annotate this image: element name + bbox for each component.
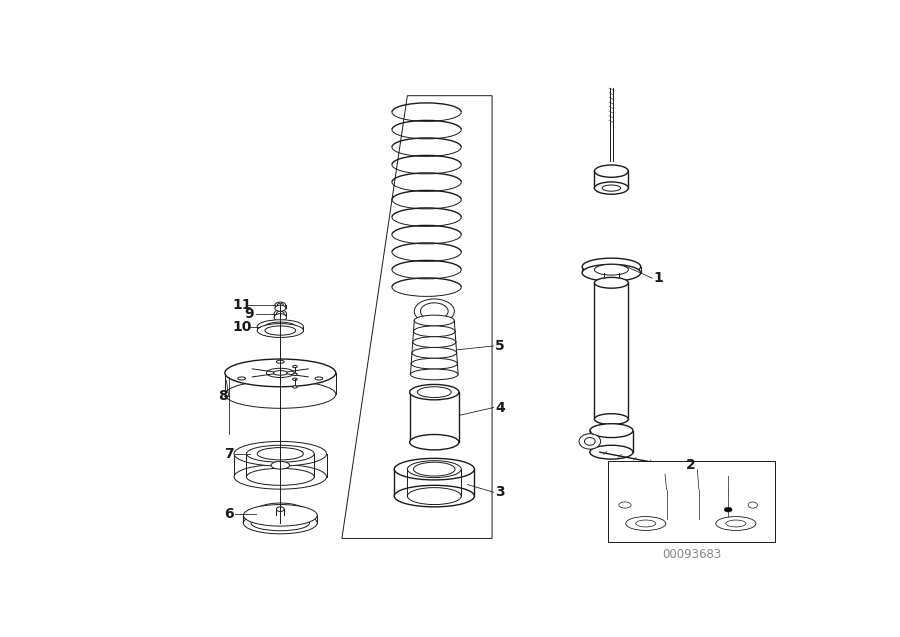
Text: 00093683: 00093683 [662, 548, 721, 561]
Text: 11: 11 [232, 298, 252, 312]
Ellipse shape [292, 378, 297, 380]
Text: 1: 1 [653, 271, 663, 285]
Ellipse shape [619, 502, 631, 508]
Ellipse shape [276, 311, 284, 316]
Ellipse shape [234, 441, 327, 466]
Ellipse shape [247, 468, 314, 485]
Text: 3: 3 [495, 485, 505, 499]
Ellipse shape [292, 386, 297, 388]
Text: 4: 4 [495, 401, 505, 415]
Ellipse shape [292, 373, 297, 375]
Ellipse shape [247, 445, 314, 462]
Ellipse shape [274, 305, 285, 311]
Ellipse shape [276, 507, 284, 512]
Text: 9: 9 [245, 306, 255, 320]
Ellipse shape [412, 347, 456, 358]
Ellipse shape [265, 326, 296, 335]
Ellipse shape [595, 277, 628, 288]
Ellipse shape [265, 322, 296, 331]
Ellipse shape [595, 165, 628, 177]
Text: 5: 5 [495, 339, 505, 353]
Ellipse shape [420, 303, 448, 320]
Ellipse shape [582, 264, 641, 282]
Ellipse shape [276, 325, 284, 329]
Ellipse shape [726, 520, 746, 527]
Ellipse shape [584, 438, 595, 445]
Ellipse shape [292, 366, 297, 368]
Ellipse shape [408, 487, 461, 505]
Ellipse shape [274, 302, 285, 308]
Ellipse shape [626, 517, 666, 531]
Ellipse shape [411, 358, 457, 369]
Ellipse shape [602, 185, 621, 191]
Ellipse shape [414, 299, 454, 324]
Ellipse shape [681, 465, 703, 478]
Ellipse shape [257, 324, 303, 338]
Ellipse shape [271, 461, 290, 469]
Ellipse shape [225, 359, 336, 387]
Ellipse shape [595, 182, 628, 194]
Polygon shape [342, 96, 492, 538]
Text: 10: 10 [232, 320, 251, 334]
Ellipse shape [716, 517, 756, 531]
Ellipse shape [590, 424, 633, 438]
Ellipse shape [410, 369, 458, 380]
Bar [608, 461, 776, 542]
Ellipse shape [418, 387, 451, 397]
Ellipse shape [635, 520, 656, 527]
Ellipse shape [243, 505, 318, 526]
Ellipse shape [394, 485, 474, 507]
Ellipse shape [595, 413, 628, 424]
Ellipse shape [408, 461, 461, 478]
Ellipse shape [590, 445, 633, 459]
Ellipse shape [394, 459, 474, 480]
Ellipse shape [582, 258, 641, 275]
Ellipse shape [413, 462, 455, 476]
Text: 7: 7 [224, 447, 233, 461]
Ellipse shape [410, 434, 459, 450]
Ellipse shape [277, 303, 284, 307]
Text: 8: 8 [218, 389, 228, 403]
Ellipse shape [274, 310, 286, 317]
Ellipse shape [413, 326, 455, 337]
Ellipse shape [595, 264, 628, 275]
Ellipse shape [243, 512, 318, 534]
Text: 6: 6 [224, 507, 233, 521]
Ellipse shape [251, 515, 310, 531]
Ellipse shape [579, 434, 600, 449]
Ellipse shape [315, 377, 323, 380]
Ellipse shape [276, 360, 284, 363]
Ellipse shape [413, 337, 456, 347]
Ellipse shape [414, 315, 454, 326]
Polygon shape [617, 469, 756, 520]
Ellipse shape [234, 464, 327, 489]
Ellipse shape [274, 313, 286, 321]
Ellipse shape [266, 368, 294, 378]
Ellipse shape [225, 380, 336, 408]
Ellipse shape [724, 507, 732, 512]
Ellipse shape [257, 320, 303, 334]
Text: 2: 2 [686, 458, 696, 472]
Ellipse shape [274, 371, 287, 375]
Ellipse shape [410, 385, 459, 400]
Ellipse shape [257, 448, 303, 460]
Ellipse shape [748, 502, 758, 508]
Ellipse shape [238, 377, 246, 380]
